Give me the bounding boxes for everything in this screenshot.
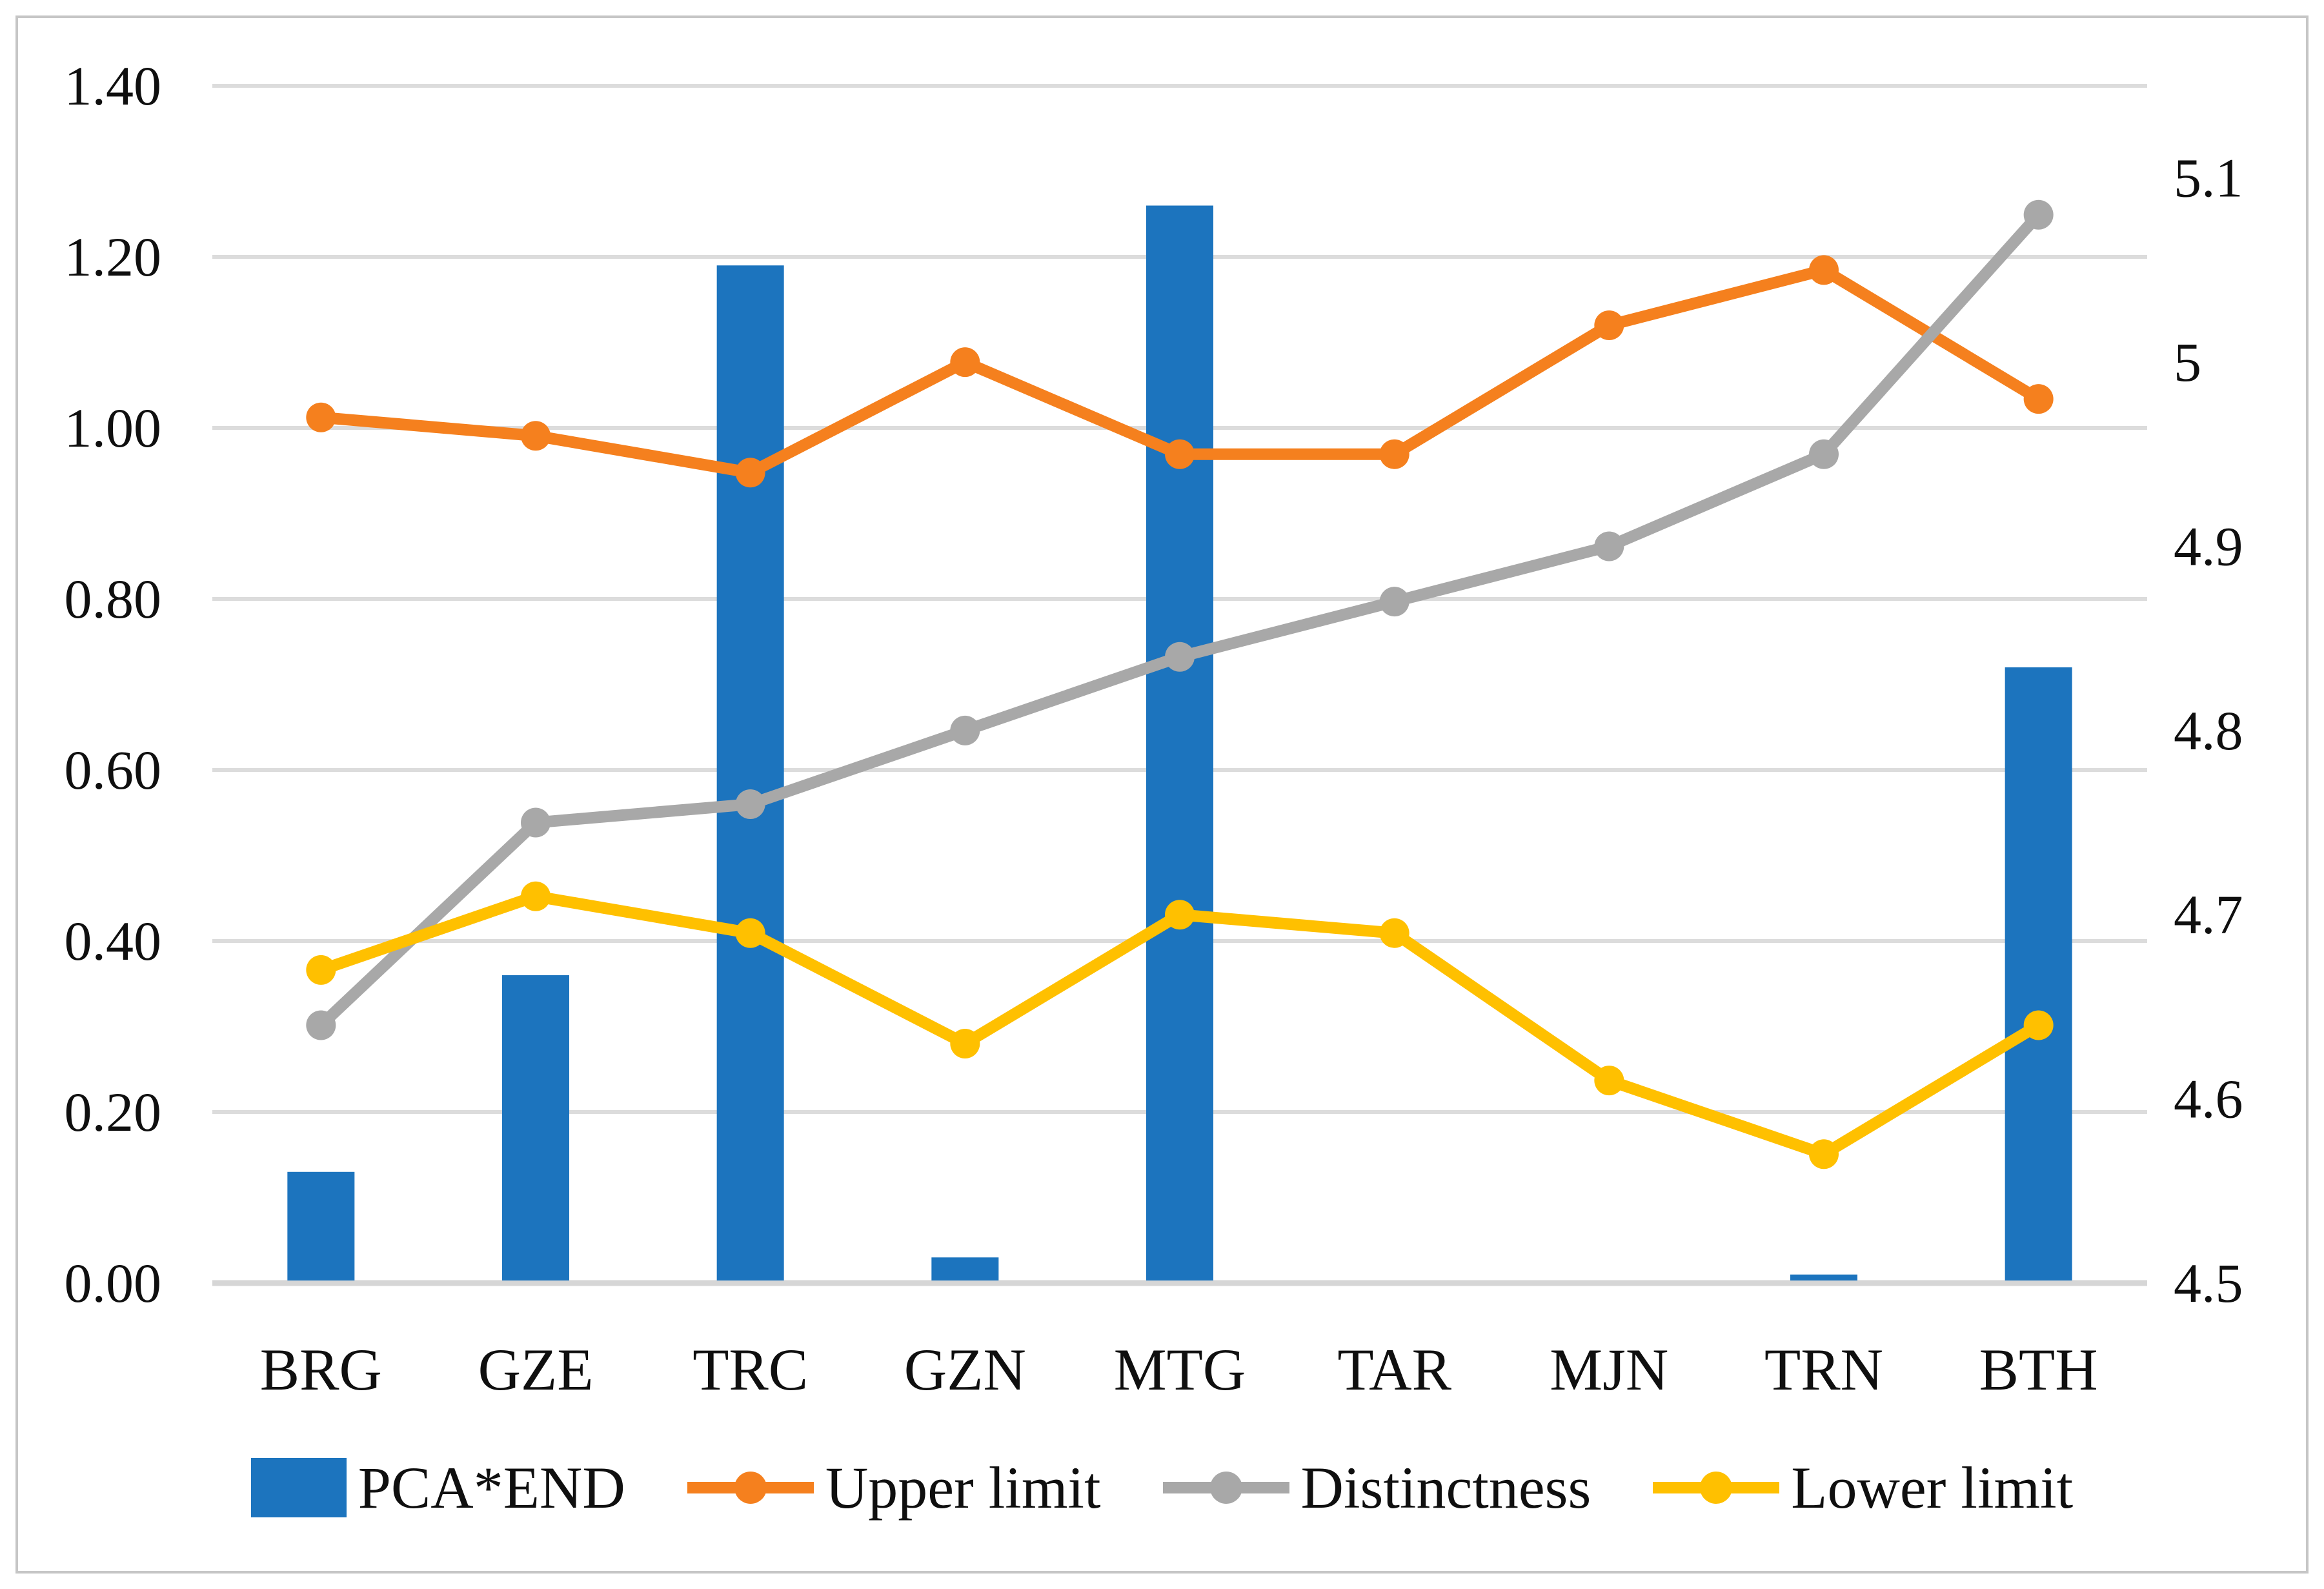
legend-line-marker-icon — [1162, 1458, 1289, 1517]
bar-gze — [502, 975, 569, 1280]
upper-limit-marker-gzn — [950, 347, 980, 378]
left-axis-tick-label: 1.00 — [65, 397, 162, 459]
category-label-gze: GZE — [478, 1337, 594, 1402]
bar-brg — [287, 1171, 355, 1280]
category-label-trn: TRN — [1764, 1337, 1883, 1402]
distinctness-marker-tar — [1379, 587, 1410, 617]
upper-limit-marker-mtg — [1165, 439, 1195, 469]
right-axis-tick-label: 4.6 — [2174, 1068, 2243, 1130]
legend-item-upper-limit: Upper limit — [687, 1453, 1101, 1522]
left-axis-tick-label: 0.60 — [65, 739, 162, 801]
lower-limit-marker-trc — [735, 918, 765, 948]
bar-trn — [1790, 1274, 1857, 1280]
upper-limit-marker-trn — [1809, 255, 1839, 285]
bar-trc — [716, 265, 784, 1280]
lower-limit-marker-tar — [1379, 918, 1410, 948]
distinctness-marker-mtg — [1165, 642, 1195, 672]
category-label-mjn: MJN — [1550, 1337, 1668, 1402]
category-label-bth: BTH — [1979, 1337, 2098, 1402]
left-axis-tick-label: 0.80 — [65, 568, 162, 630]
right-axis-tick-label: 5.1 — [2174, 147, 2243, 209]
legend-item-pca-end: PCA*END — [250, 1453, 625, 1522]
distinctness-marker-mjn — [1594, 531, 1624, 562]
lower-limit-marker-gze — [521, 881, 551, 911]
chart-legend: PCA*END Upper limit Distinctness Lower limi… — [0, 1442, 2324, 1533]
left-axis-tick-label: 0.40 — [65, 910, 162, 972]
legend-item-distinctness: Distinctness — [1162, 1453, 1591, 1522]
upper-limit-marker-brg — [306, 402, 336, 432]
left-axis-tick-label: 1.40 — [65, 55, 162, 117]
right-axis-tick-label: 5 — [2174, 331, 2201, 393]
legend-label: PCA*END — [358, 1455, 625, 1521]
category-label-mtg: MTG — [1114, 1337, 1246, 1402]
bar-bth — [2005, 667, 2072, 1280]
left-axis-tick-label: 0.20 — [65, 1081, 162, 1143]
distinctness-marker-brg — [306, 1010, 336, 1040]
legend-line-marker-icon — [1653, 1458, 1780, 1517]
legend-line-dot — [1209, 1472, 1242, 1504]
right-axis-tick-label: 4.7 — [2174, 884, 2243, 946]
distinctness-marker-gze — [521, 807, 551, 838]
upper-limit-marker-bth — [2023, 384, 2054, 414]
right-axis-tick-label: 4.5 — [2174, 1252, 2243, 1314]
left-axis-tick-label: 0.00 — [65, 1252, 162, 1314]
upper-limit-marker-trc — [735, 458, 765, 488]
upper-limit-marker-gze — [521, 421, 551, 451]
legend-label: Lower limit — [1791, 1455, 2074, 1521]
legend-item-lower-limit: Lower limit — [1653, 1453, 2073, 1522]
lower-limit-marker-trn — [1809, 1139, 1839, 1169]
lower-limit-marker-mtg — [1165, 900, 1195, 930]
legend-label: Upper limit — [825, 1455, 1101, 1521]
legend-label: Distinctness — [1300, 1455, 1591, 1521]
left-axis-tick-label: 1.20 — [65, 226, 162, 288]
distinctness-marker-gzn — [950, 715, 980, 745]
lower-limit-marker-brg — [306, 955, 336, 985]
category-label-brg: BRG — [260, 1337, 382, 1402]
lower-limit-marker-bth — [2023, 1010, 2054, 1040]
upper-limit-marker-tar — [1379, 439, 1410, 469]
category-label-gzn: GZN — [904, 1337, 1026, 1402]
right-axis-tick-label: 4.8 — [2174, 700, 2243, 762]
distinctness-marker-trn — [1809, 439, 1839, 469]
distinctness-marker-bth — [2023, 199, 2054, 230]
bar-mtg — [1146, 205, 1213, 1280]
right-axis-tick-label: 4.9 — [2174, 515, 2243, 577]
legend-line-dot — [734, 1472, 767, 1504]
legend-line-marker-icon — [687, 1458, 814, 1517]
distinctness-marker-trc — [735, 789, 765, 819]
category-label-trc: TRC — [692, 1337, 808, 1402]
bar-gzn — [931, 1257, 999, 1280]
legend-bar-swatch-icon — [250, 1458, 347, 1517]
lower-limit-marker-gzn — [950, 1029, 980, 1058]
lower-limit-marker-mjn — [1594, 1066, 1624, 1096]
legend-line-dot — [1700, 1472, 1733, 1504]
upper-limit-marker-mjn — [1594, 310, 1624, 340]
category-label-tar: TAR — [1337, 1337, 1451, 1402]
